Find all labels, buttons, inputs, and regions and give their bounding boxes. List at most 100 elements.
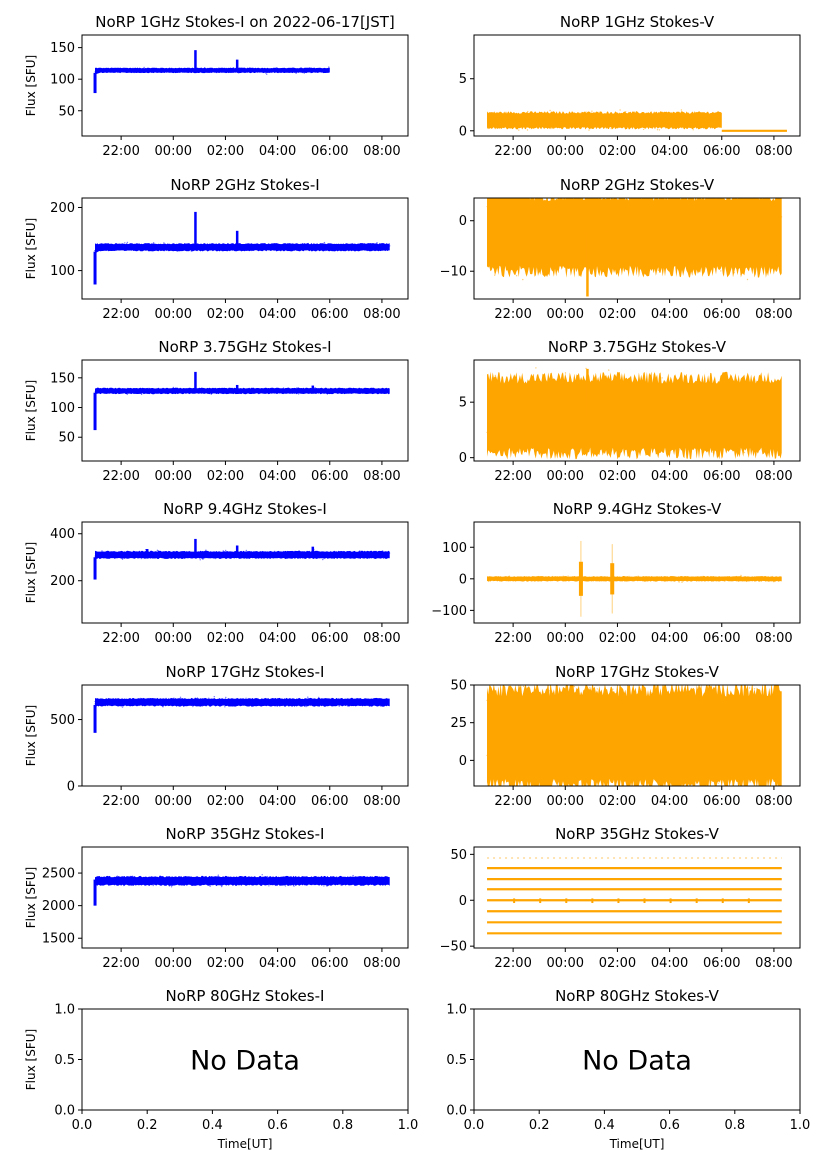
data-point <box>669 578 671 580</box>
data-point <box>748 577 750 579</box>
data-point <box>179 880 182 883</box>
data-point <box>238 389 241 391</box>
data-point <box>649 576 651 579</box>
data-point <box>270 71 272 73</box>
data-point <box>209 881 212 883</box>
y-tick-label: −10 <box>440 265 467 280</box>
data-point <box>651 412 653 414</box>
data-point <box>488 580 490 583</box>
data-point <box>304 70 306 72</box>
plot-frame <box>81 521 409 624</box>
data-point <box>311 68 313 71</box>
data-point <box>204 880 206 882</box>
data-point <box>746 227 748 229</box>
data-point <box>537 116 539 119</box>
data-point <box>349 703 351 705</box>
data-point <box>305 249 307 251</box>
data-point <box>282 245 284 247</box>
data-point <box>119 67 121 69</box>
data-point <box>119 701 121 703</box>
data-point <box>122 879 125 881</box>
data-point <box>710 790 711 791</box>
x-tick-label: 0.4 <box>594 1118 615 1133</box>
data-point <box>118 69 121 72</box>
data-point <box>489 233 491 235</box>
data-point <box>661 764 663 766</box>
data-point <box>359 392 362 394</box>
data-point <box>382 554 384 557</box>
data-point <box>595 255 597 258</box>
data-point <box>363 881 365 883</box>
data-point <box>232 884 234 886</box>
data-point <box>259 555 262 557</box>
data-point <box>337 882 339 884</box>
data-series-stokes_i <box>93 50 330 94</box>
data-point <box>638 120 641 123</box>
x-tick-label: 08:00 <box>363 307 400 322</box>
data-point <box>697 788 698 789</box>
data-point <box>493 239 496 241</box>
data-point <box>164 700 167 702</box>
data-point <box>680 109 683 111</box>
data-point <box>725 216 727 218</box>
data-point <box>553 243 555 246</box>
data-point <box>248 881 250 883</box>
data-point <box>672 746 674 748</box>
data-point <box>706 119 708 121</box>
data-point <box>647 412 650 415</box>
data-point <box>674 256 677 258</box>
data-point <box>233 705 235 707</box>
data-point <box>369 882 371 884</box>
data-point <box>103 245 105 248</box>
x-tick-label: 02:00 <box>207 144 244 159</box>
data-point <box>647 715 650 717</box>
data-point <box>225 551 227 553</box>
data-point <box>604 267 606 269</box>
data-point <box>516 236 519 238</box>
data-point <box>267 248 269 250</box>
data-point <box>383 388 386 391</box>
data-point <box>154 244 157 247</box>
data-point <box>353 881 356 883</box>
chart-title: NoRP 9.4GHz Stokes-I <box>163 500 327 518</box>
data-point <box>244 879 246 881</box>
data-point <box>769 671 770 672</box>
data-point <box>132 704 134 706</box>
data-point <box>624 576 626 579</box>
data-point <box>762 578 764 580</box>
data-point <box>146 700 148 702</box>
data-point <box>110 553 113 556</box>
data-point <box>657 269 660 271</box>
data-point <box>649 230 651 232</box>
data-point <box>383 554 386 556</box>
data-point <box>160 552 162 554</box>
data-point <box>511 578 513 580</box>
data-point <box>520 390 522 392</box>
chart-title: NoRP 35GHz Stokes-V <box>555 825 720 843</box>
data-point <box>282 553 284 555</box>
data-point <box>300 552 302 554</box>
data-point <box>340 555 342 557</box>
data-point <box>557 219 559 221</box>
data-point <box>777 709 779 711</box>
data-point <box>210 878 212 881</box>
data-point <box>144 880 147 882</box>
data-point <box>373 699 375 701</box>
data-point <box>94 700 96 703</box>
data-point <box>692 216 694 219</box>
data-point <box>494 274 496 276</box>
data-point <box>765 578 768 581</box>
data-point <box>114 557 116 559</box>
data-point <box>674 717 676 719</box>
data-point <box>130 391 132 393</box>
data-point <box>669 214 672 216</box>
data-point <box>169 70 171 72</box>
data-point <box>770 764 772 766</box>
data-point <box>687 216 689 218</box>
data-point <box>358 391 360 393</box>
y-tick-label: 5 <box>459 396 467 411</box>
data-point <box>283 700 285 703</box>
no-data-label: No Data <box>582 1046 692 1077</box>
data-point <box>201 705 204 707</box>
